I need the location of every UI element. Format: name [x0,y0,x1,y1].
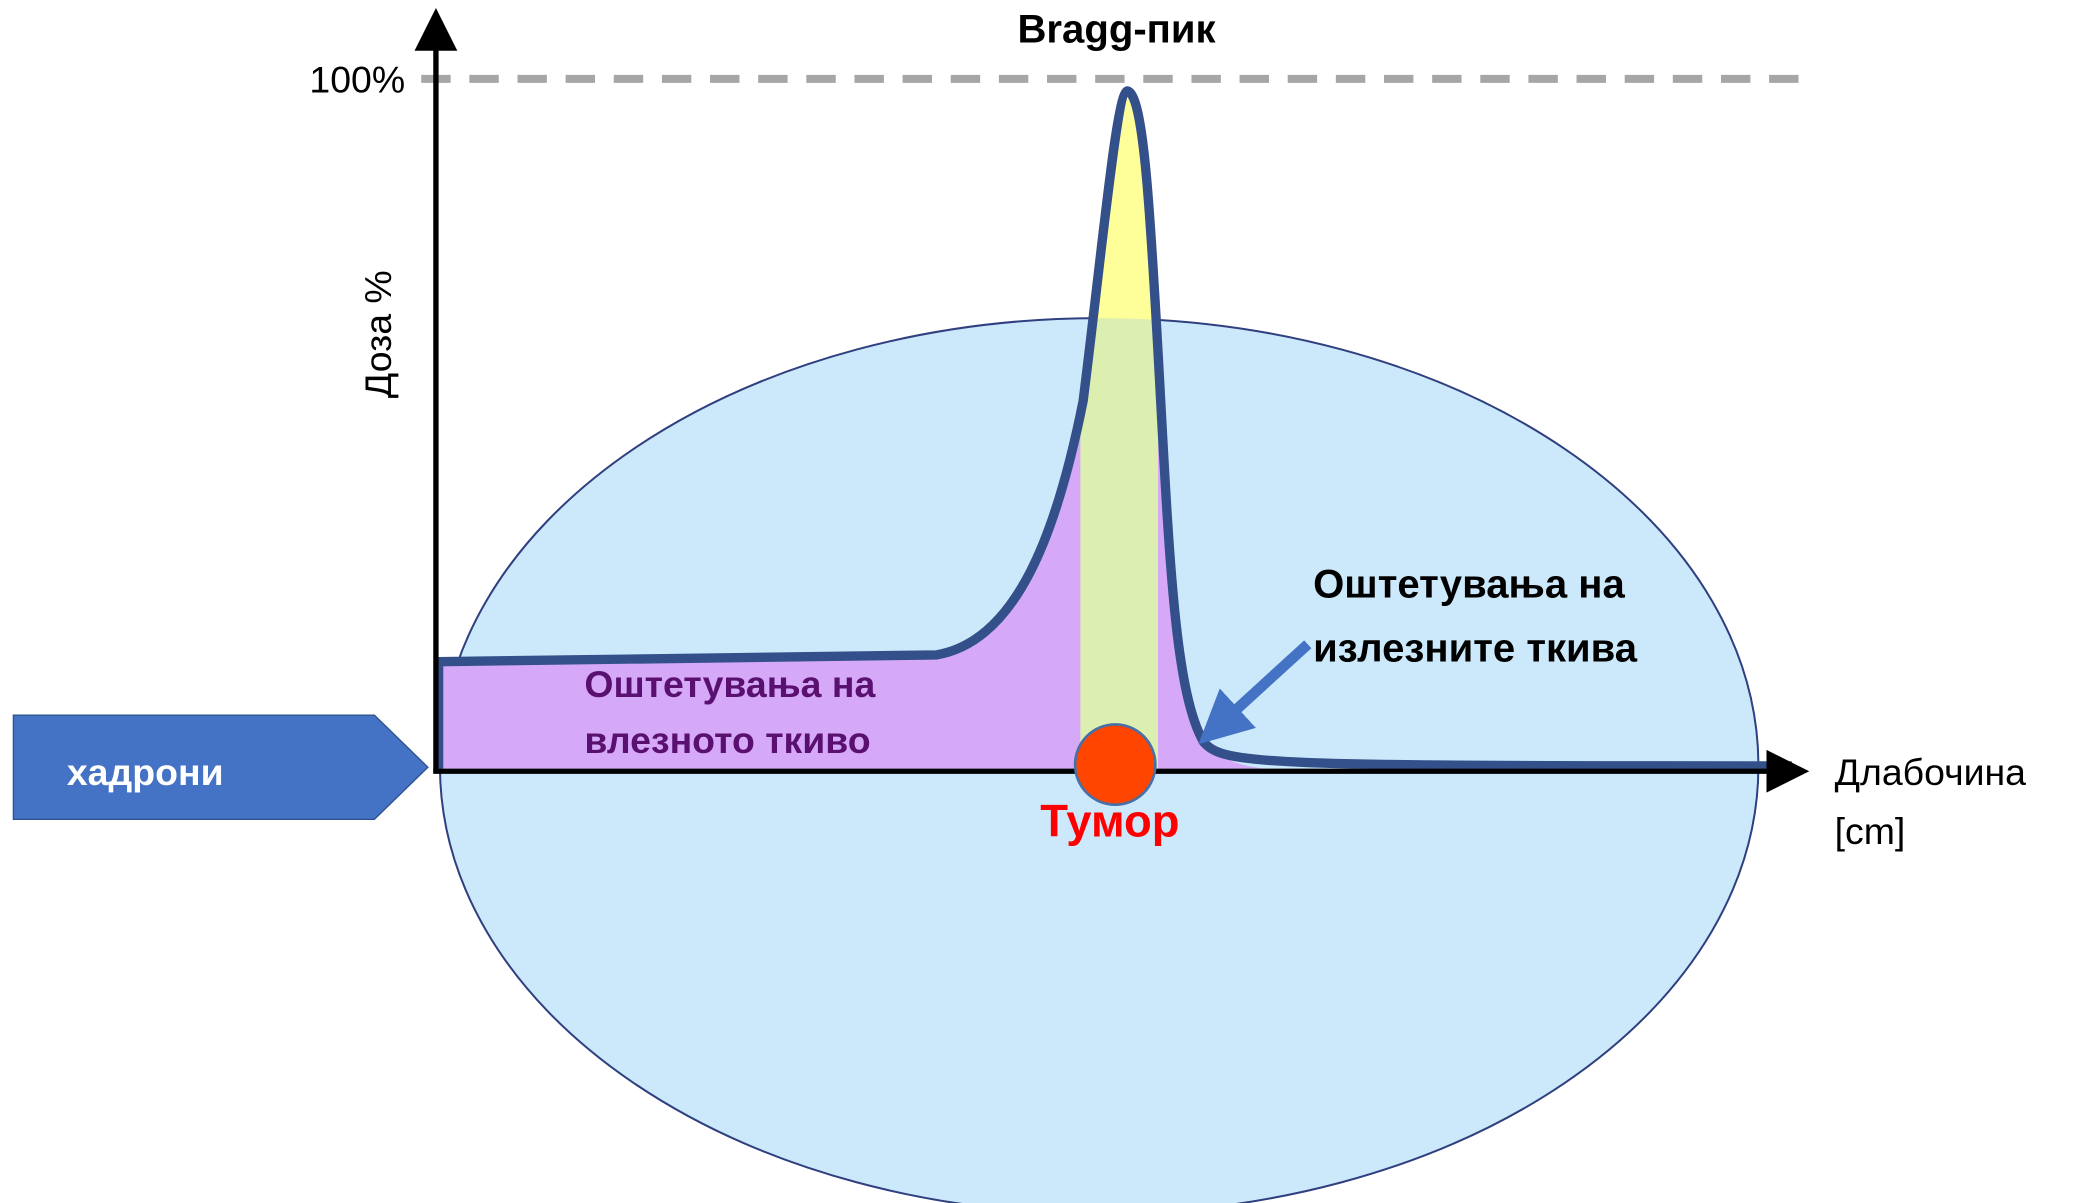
tumor [1075,724,1155,804]
tumor-label: Тумор [1040,796,1179,847]
exit-label: Оштетувања на [1313,562,1625,606]
y-axis-label: Доза % [357,270,399,398]
entrance-label: влезното ткиво [584,719,870,761]
page: {"title": "Bragg-пик", "y_axis": {"label… [0,0,2078,1203]
max-label: 100% [309,59,405,101]
diagram: Bragg-пик 100% Доза % Длабочина [cm] хад… [0,0,2078,1203]
exit-label: излезните ткива [1313,627,1638,671]
entrance-label: Оштетувања на [584,663,876,705]
title: Bragg-пик [1017,8,1216,52]
x-axis-label: Длабочина [1835,751,2027,793]
x-axis-label: [cm] [1835,810,1906,852]
beam-label: хадрони [67,751,224,793]
